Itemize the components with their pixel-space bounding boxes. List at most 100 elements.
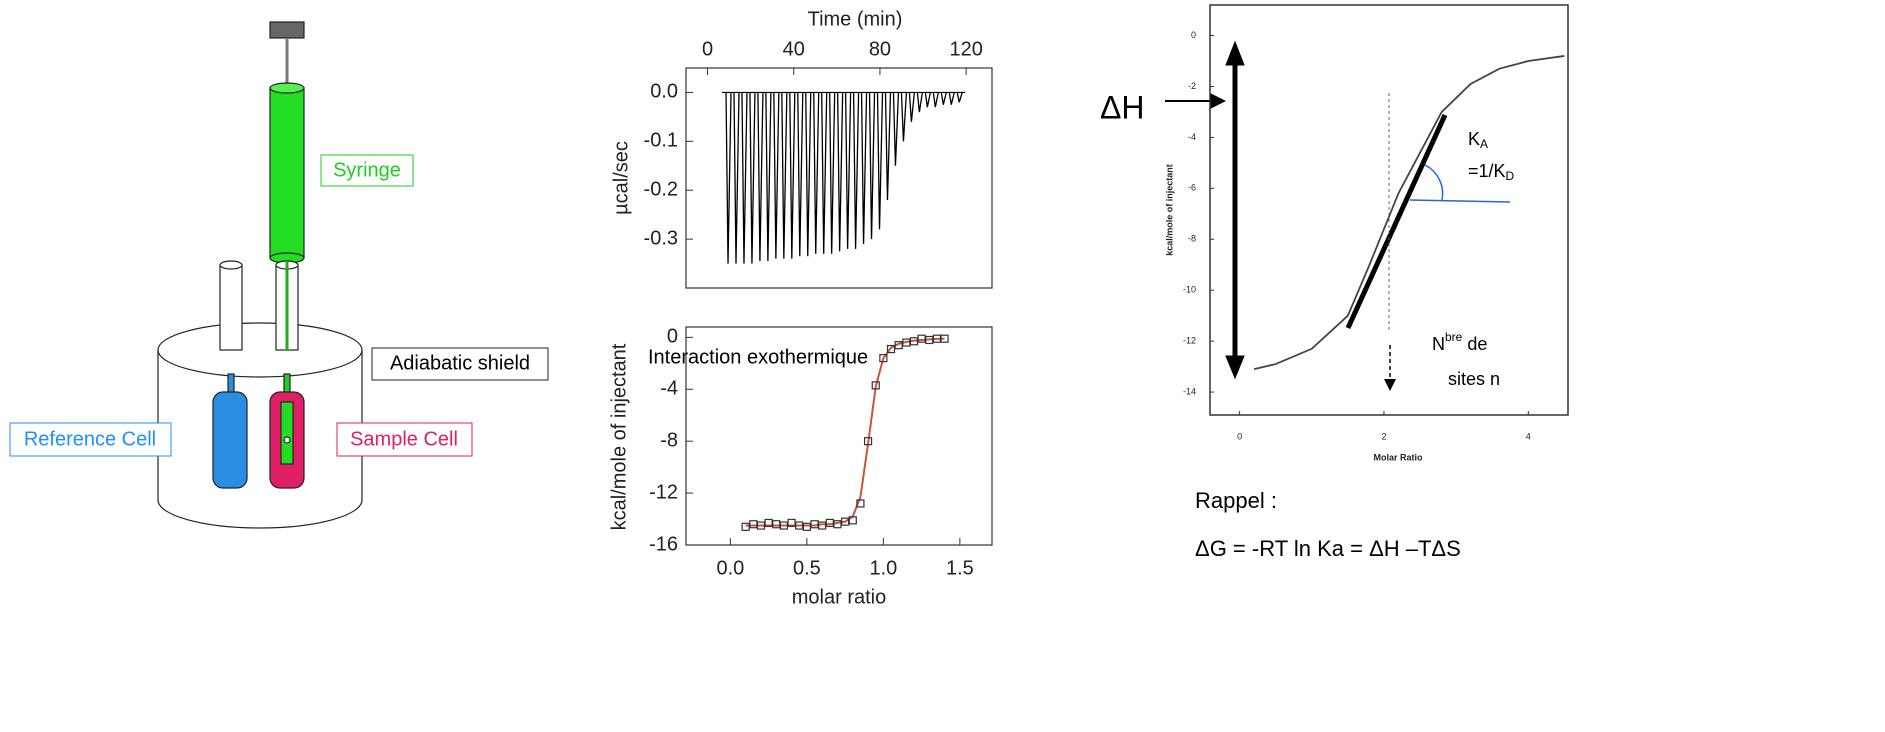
injection-peak	[821, 92, 828, 254]
y-axis-label: kcal/mole of injectant	[608, 343, 630, 530]
syringe-top	[269, 82, 305, 94]
y-tick-label: -8	[1188, 234, 1196, 244]
y-tick-label: -4	[660, 378, 678, 400]
recall-formula: ΔG = -RT ln Ka = ΔH –TΔS	[1195, 536, 1461, 561]
plot-frame	[1209, 4, 1569, 416]
injection-peak	[813, 92, 820, 254]
injection-peak	[773, 92, 780, 259]
injection-peak	[900, 92, 908, 142]
label-box	[336, 422, 473, 457]
plot-frame	[685, 326, 993, 546]
annotation: Interaction exothermique	[648, 346, 868, 368]
syringe-label: Syringe	[333, 159, 401, 181]
data-point	[779, 521, 789, 530]
injection-peak	[932, 92, 939, 108]
sites-line2: sites n	[1448, 369, 1500, 389]
data-point	[795, 521, 804, 530]
data-point	[749, 520, 758, 529]
x-axis-label: Molar Ratio	[1373, 452, 1423, 462]
data-point	[871, 381, 880, 390]
injection-peak	[789, 92, 796, 259]
injection-peak	[852, 92, 860, 249]
x-tick-label: 80	[869, 38, 891, 60]
data-point	[894, 341, 903, 350]
y-tick-label: -0.3	[644, 227, 678, 249]
x-tick-label: 1.5	[946, 557, 974, 579]
x-tick-label: 120	[949, 38, 982, 60]
injection-peak	[741, 92, 748, 264]
reference-label: Reference Cell	[24, 428, 156, 450]
injection-peak	[836, 92, 844, 252]
y-tick-label: 0.0	[650, 81, 678, 103]
sites-sup: bre	[1445, 330, 1463, 344]
x-tick-label: 0.5	[793, 557, 821, 579]
injection-peak	[916, 92, 924, 113]
x-axis-label: molar ratio	[792, 586, 886, 608]
plot-frame	[685, 67, 993, 289]
x-tick-label: 40	[783, 38, 805, 60]
injection-peak	[948, 92, 955, 105]
injection-peak	[892, 92, 900, 166]
data-point	[902, 338, 911, 347]
data-point	[818, 521, 827, 530]
data-point	[886, 344, 896, 354]
injection-peak	[829, 92, 836, 254]
arrow-heads	[1225, 40, 1245, 380]
y-tick-label: 0	[667, 326, 678, 348]
injection-peak	[924, 92, 931, 108]
isotherm-annotations	[1165, 40, 1511, 391]
delta-h: ΔH	[1100, 89, 1144, 125]
injection-peak	[876, 92, 884, 230]
injection-peak	[733, 92, 740, 264]
horizontal-ref	[1409, 199, 1511, 203]
data-point	[810, 520, 819, 529]
injection-peak	[940, 92, 947, 105]
x-tick-label: 2	[1381, 431, 1386, 441]
sites-n: N	[1432, 334, 1445, 354]
data-point	[756, 521, 766, 530]
data-point	[917, 334, 926, 343]
y-tick-label: -0.2	[644, 179, 678, 201]
data-point	[856, 499, 865, 508]
kd-sub: D	[1506, 169, 1515, 183]
injection-peak	[956, 92, 963, 103]
data-point	[848, 516, 857, 525]
injection-peak	[868, 92, 876, 240]
y-tick-label: -16	[649, 533, 678, 555]
ka-sub: A	[1480, 137, 1488, 151]
injection-peak	[797, 92, 804, 257]
kd-label: =1/KD	[1468, 161, 1515, 183]
injection-peak	[884, 92, 892, 201]
injection-peak	[908, 92, 916, 122]
data-point	[925, 335, 934, 345]
isotherm-curve	[1253, 55, 1565, 371]
data-point	[841, 517, 850, 526]
injection-peak	[805, 92, 812, 257]
shield-label: Adiabatic shield	[390, 352, 530, 374]
ka: K	[1468, 129, 1480, 149]
syringe-body	[269, 87, 305, 259]
kd-prefix: =1/K	[1468, 161, 1506, 181]
reference-tube-top	[219, 260, 243, 270]
fit-line	[745, 337, 945, 527]
data-point	[940, 334, 949, 343]
recall-title: Rappel :	[1195, 488, 1277, 513]
data-point	[764, 518, 773, 528]
injection-peak	[757, 92, 764, 262]
y-axis-label: µcal/sec	[610, 141, 632, 215]
injection-peak	[765, 92, 772, 262]
tangent	[1345, 113, 1448, 330]
data-point	[879, 354, 888, 363]
stirrer	[280, 401, 294, 465]
injection-peak	[725, 92, 732, 264]
reference-tube	[219, 264, 243, 351]
data-point	[932, 334, 942, 343]
sites-rest: de	[1462, 334, 1487, 354]
y-tick-label: -10	[1183, 285, 1196, 295]
stirrer-dot	[283, 436, 291, 444]
sample-label: Sample Cell	[350, 428, 458, 450]
y-tick-label: 0	[1191, 30, 1196, 40]
data-point	[833, 520, 842, 529]
